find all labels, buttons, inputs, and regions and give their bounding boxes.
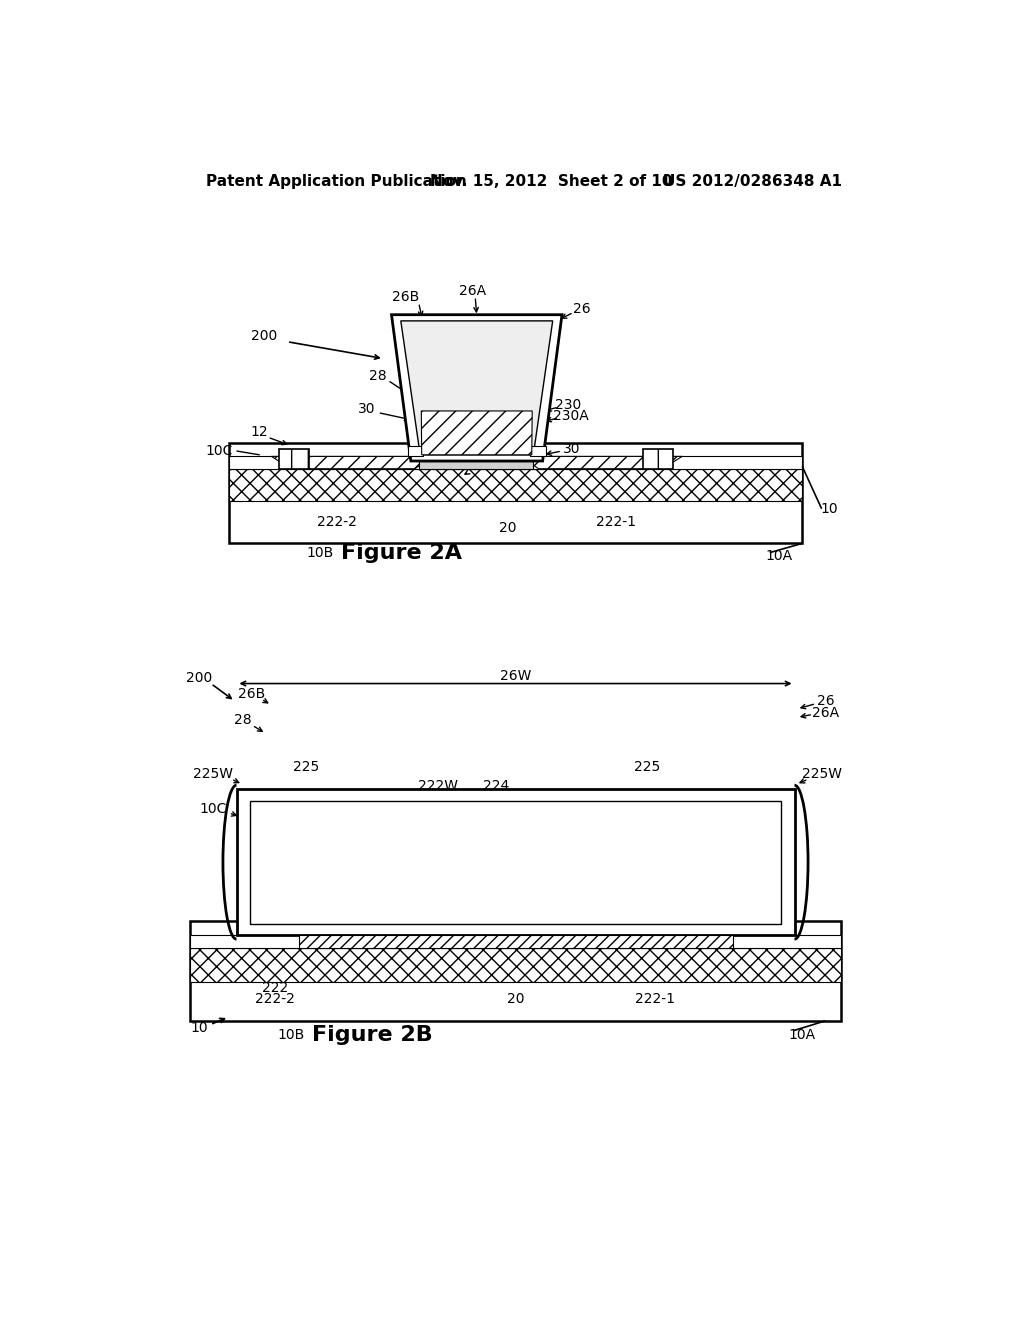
Text: 10: 10: [190, 1022, 208, 1035]
Text: 26A: 26A: [812, 706, 839, 719]
Polygon shape: [421, 411, 532, 455]
Bar: [530, 446, 546, 457]
Bar: [408, 446, 423, 457]
Text: 26A: 26A: [460, 284, 486, 298]
Text: 30: 30: [562, 442, 580, 455]
Text: Figure 2A: Figure 2A: [341, 543, 462, 562]
Text: 10C: 10C: [200, 803, 227, 816]
Bar: [228, 469, 802, 502]
Text: 230A: 230A: [553, 409, 589, 424]
Text: 230: 230: [555, 397, 582, 412]
Bar: [190, 921, 841, 1020]
Text: 224: 224: [483, 779, 509, 793]
Text: 225W: 225W: [194, 767, 233, 781]
Text: US 2012/0286348 A1: US 2012/0286348 A1: [663, 174, 842, 189]
Text: 200L: 200L: [499, 845, 532, 858]
Text: 222: 222: [464, 459, 489, 474]
Text: 222-1: 222-1: [635, 993, 675, 1006]
Text: 28: 28: [233, 714, 252, 727]
Polygon shape: [519, 457, 682, 469]
Text: 200: 200: [251, 329, 276, 342]
Bar: [251, 800, 780, 924]
Bar: [190, 948, 841, 982]
Text: 26: 26: [572, 301, 590, 315]
Text: 10A: 10A: [788, 1028, 816, 1041]
Text: Nov. 15, 2012  Sheet 2 of 10: Nov. 15, 2012 Sheet 2 of 10: [430, 174, 673, 189]
Text: 222W: 222W: [418, 779, 458, 793]
Text: 225: 225: [464, 363, 489, 378]
Text: 20: 20: [507, 993, 524, 1006]
Text: 10B: 10B: [306, 545, 334, 560]
Bar: [643, 449, 673, 469]
Polygon shape: [271, 457, 434, 469]
Text: Patent Application Publication: Patent Application Publication: [206, 174, 466, 189]
Text: 224: 224: [522, 383, 548, 396]
Bar: [280, 449, 308, 469]
Text: 28: 28: [369, 368, 386, 383]
Text: 200: 200: [186, 671, 212, 685]
Text: 225: 225: [293, 760, 319, 774]
Text: 10B: 10B: [278, 1028, 304, 1041]
Text: 10C: 10C: [206, 444, 233, 458]
Text: 225: 225: [634, 760, 660, 774]
Text: 30: 30: [358, 401, 376, 416]
Bar: [228, 457, 802, 469]
Text: 20: 20: [499, 521, 516, 535]
Bar: [419, 444, 534, 461]
Bar: [190, 936, 841, 948]
Text: 26: 26: [817, 694, 835, 709]
Text: 222-1: 222-1: [596, 515, 636, 529]
Text: 222-2: 222-2: [317, 515, 357, 529]
Text: 222: 222: [262, 982, 289, 995]
Bar: [228, 444, 802, 544]
Text: 26B: 26B: [392, 290, 419, 304]
Text: Figure 2B: Figure 2B: [311, 1024, 432, 1044]
Text: 26W: 26W: [500, 669, 531, 682]
Text: 222-2: 222-2: [255, 993, 295, 1006]
Text: 10A: 10A: [765, 549, 793, 562]
Text: 12: 12: [251, 425, 268, 438]
Bar: [299, 936, 732, 948]
Text: 225W: 225W: [802, 767, 842, 781]
Text: 10: 10: [820, 502, 839, 516]
Bar: [237, 789, 795, 936]
Polygon shape: [400, 321, 553, 455]
Polygon shape: [391, 314, 562, 461]
Text: 26B: 26B: [239, 686, 265, 701]
Bar: [419, 461, 534, 469]
